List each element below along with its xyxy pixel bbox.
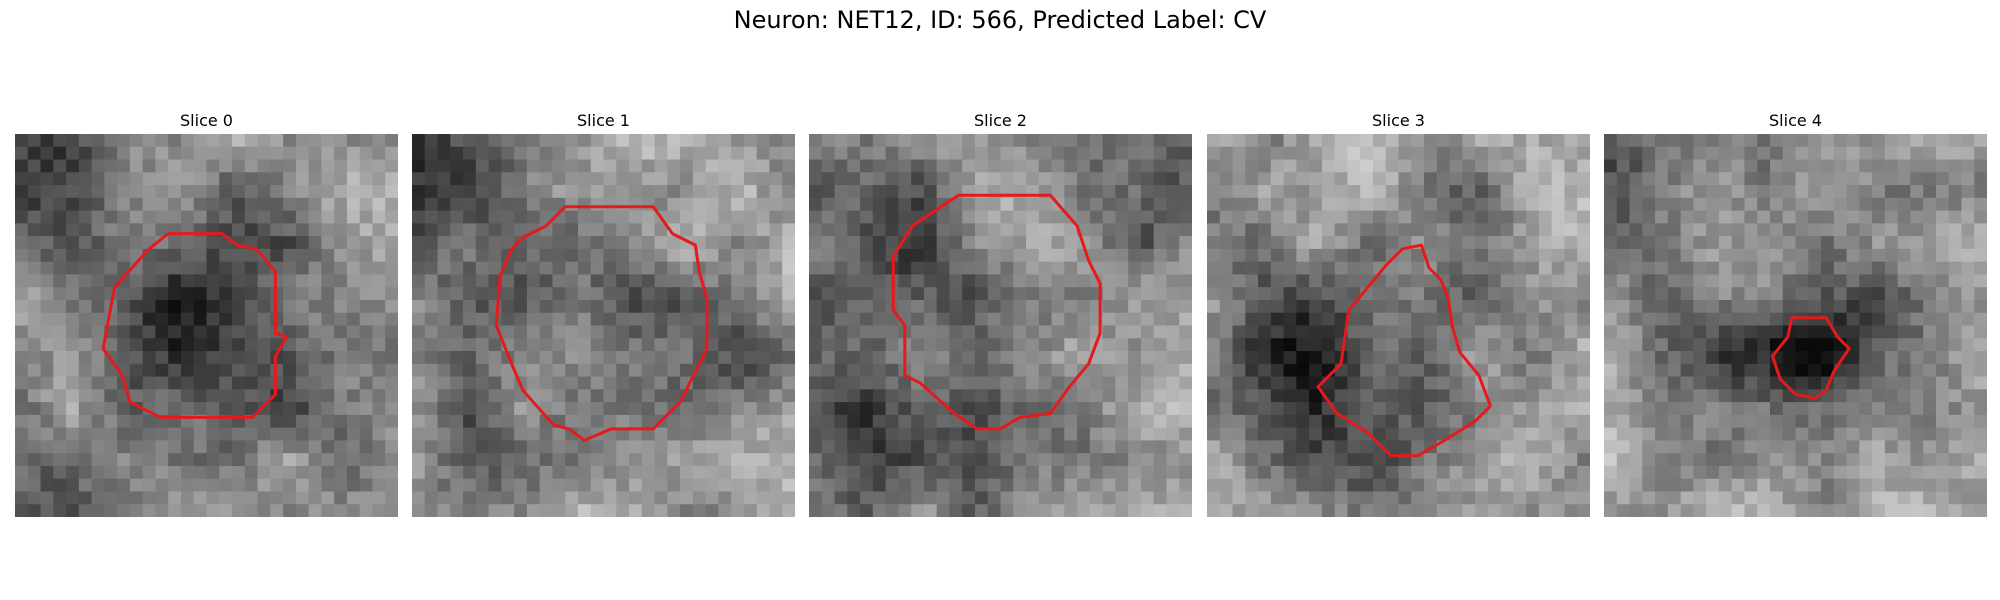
segmentation-contour	[494, 205, 709, 442]
segmentation-contour	[1771, 316, 1851, 400]
slice-title-3: Slice 3	[1372, 111, 1425, 130]
slice-panel-1: Slice 1	[412, 108, 795, 517]
slice-title-4: Slice 4	[1769, 111, 1822, 130]
slice-title-2: Slice 2	[974, 111, 1027, 130]
pixel-grid	[1207, 134, 1590, 517]
pixel-grid	[412, 134, 795, 517]
slice-image-4	[1604, 134, 1987, 517]
slice-panel-3: Slice 3	[1207, 108, 1590, 517]
pixel-grid	[1604, 134, 1987, 517]
figure-title: Neuron: NET12, ID: 566, Predicted Label:…	[733, 6, 1267, 34]
slice-image-1	[412, 134, 795, 517]
pixel-grid	[809, 134, 1192, 517]
slice-image-2	[809, 134, 1192, 517]
slice-panel-4: Slice 4	[1604, 108, 1987, 517]
slice-title-0: Slice 0	[180, 111, 233, 130]
slice-image-3	[1207, 134, 1590, 517]
pixel-grid	[15, 134, 398, 517]
slice-panel-0: Slice 0	[15, 108, 398, 517]
segmentation-contour	[1316, 243, 1492, 458]
slice-title-1: Slice 1	[577, 111, 630, 130]
slice-panel-2: Slice 2	[809, 108, 1192, 517]
segmentation-contour	[891, 193, 1102, 431]
slice-image-0	[15, 134, 398, 517]
segmentation-contour	[101, 232, 289, 419]
